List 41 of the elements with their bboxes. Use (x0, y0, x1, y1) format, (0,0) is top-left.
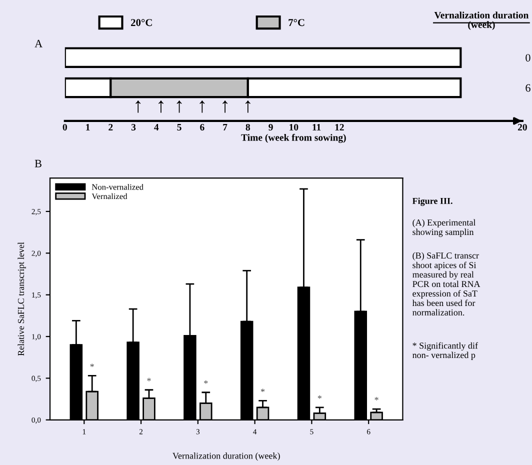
legend-label: 7°C (288, 19, 304, 26)
text: * Significantly dif non- vernalized p (412, 342, 478, 360)
annotation: ↑ (245, 100, 250, 113)
x-tick-label: 11 (312, 124, 321, 130)
text: Figure III. (412, 198, 452, 206)
annotation: * (374, 397, 378, 400)
text: (B) SaFLC transcr shoot apices of Si measured by real PCR on total RNA expression of SaT has been used for normalization. (412, 252, 480, 316)
x-axis-title: Time (week from sowing) (241, 134, 346, 143)
x-tick-label: 8 (246, 124, 250, 131)
x-tick-label: 2 (108, 124, 113, 130)
annotation: * (318, 395, 322, 399)
x-tick-label: 9 (268, 124, 273, 131)
legend-label: Non-vernalized (92, 184, 144, 190)
annotation: * (90, 364, 94, 368)
annotation: * (260, 388, 265, 392)
text: (A) Experimental showing samplin (412, 219, 476, 237)
annotation: ↑ (200, 100, 205, 113)
x-tick-label: 20 (518, 124, 527, 131)
x-tick-label: 4 (154, 124, 159, 130)
annotation: ↑ (158, 100, 164, 113)
x-tick-label: 5 (177, 124, 182, 131)
text: B (34, 160, 42, 168)
x-tick-label: 0 (62, 124, 67, 131)
y-axis-title: Relative SaFLC transcript level (18, 242, 26, 356)
x-tick-label: 7 (223, 124, 228, 130)
x-tick-label: 3 (131, 124, 136, 131)
x-tick-label: 6 (200, 124, 204, 131)
bar (64, 47, 462, 68)
x-tick-label: 10 (290, 124, 298, 131)
annotation: ↑ (222, 100, 228, 113)
annotation: ↑ (176, 100, 182, 113)
x-axis-title: Vernalization duration (week) (172, 452, 280, 461)
text: A (34, 40, 43, 48)
y-axis-title: Vernalization duration (week) (434, 12, 529, 30)
legend-label: Vernalized (92, 193, 128, 200)
x-tick-label: 12 (335, 124, 344, 130)
annotation: * (147, 378, 151, 382)
annotation: * (204, 380, 208, 384)
x-tick-label: 1 (86, 124, 90, 130)
annotation: ↑ (136, 100, 141, 113)
legend-label: 20°C (131, 19, 152, 26)
